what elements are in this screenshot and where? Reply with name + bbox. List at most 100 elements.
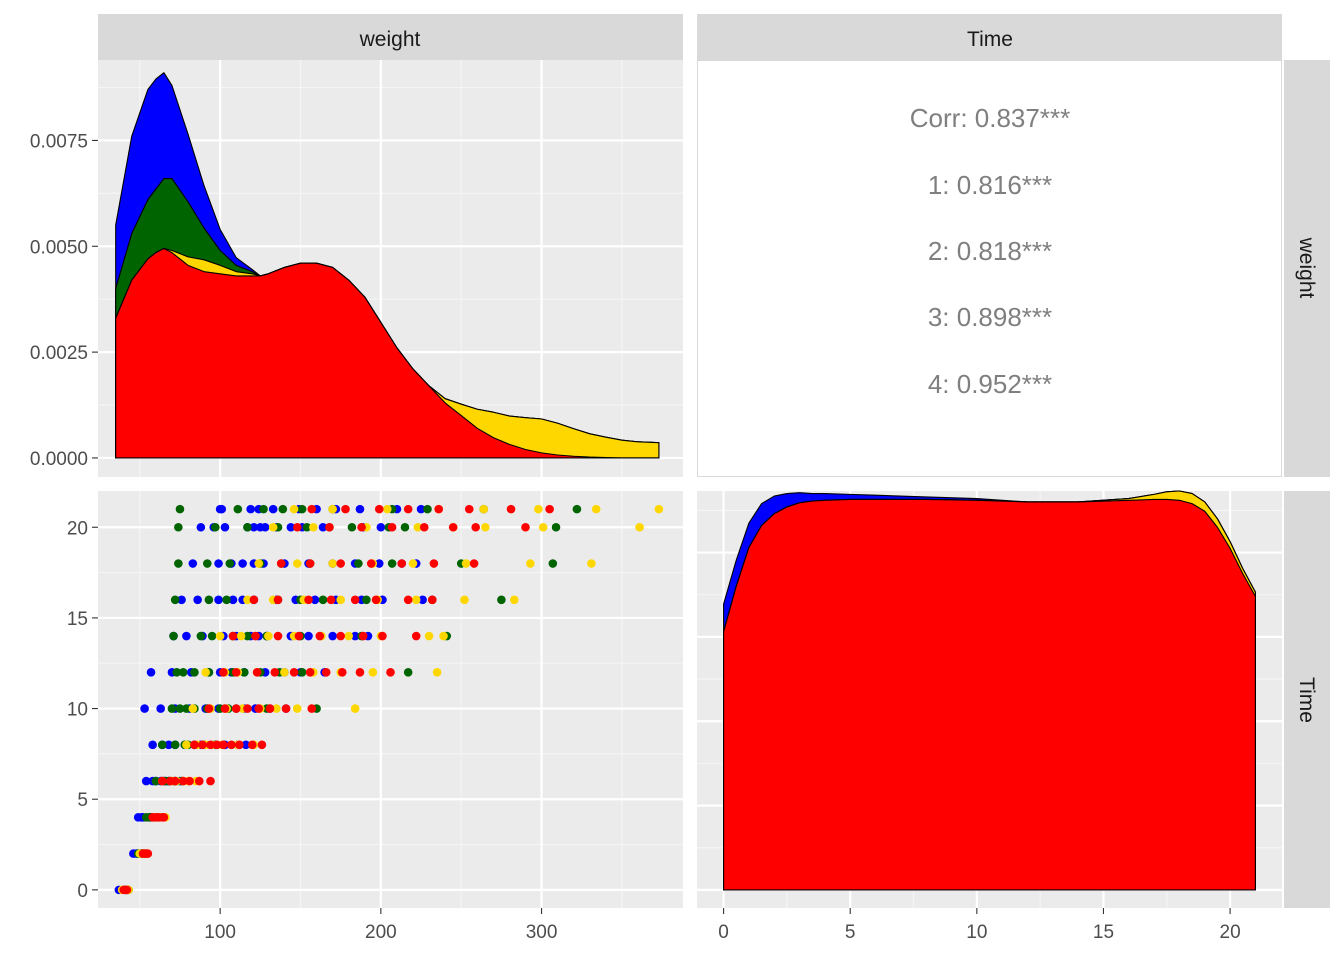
- scatter-point-group-4: [411, 631, 421, 641]
- scatter-point-group-4: [219, 668, 228, 677]
- scatter-point-group-4: [251, 631, 260, 641]
- scatter-point-group-4: [357, 522, 366, 532]
- scatter-point-group-4: [194, 776, 204, 786]
- strip-right-time: Time: [1284, 491, 1330, 908]
- scatter-point-group-4: [249, 595, 259, 605]
- scatter-point-group-2: [175, 504, 185, 514]
- scatter-point-group-3: [654, 504, 664, 514]
- weight-density-y-tick-label: 0.0050: [30, 237, 88, 258]
- scatter-point-group-1: [246, 504, 255, 514]
- scatter-point-group-4: [350, 595, 360, 605]
- scatter-point-group-3: [309, 522, 318, 532]
- scatter-point-group-1: [241, 740, 251, 750]
- scatter-point-group-2: [572, 504, 582, 514]
- strip-right-weight-label: weight: [1295, 237, 1318, 299]
- scatter-point-group-3: [382, 504, 392, 514]
- scatter-point-group-4: [387, 522, 397, 532]
- scatter-point-group-1: [193, 595, 202, 605]
- scatter-point-group-4: [270, 668, 280, 677]
- strip-top-weight: weight: [98, 14, 683, 60]
- scatter-point-group-1: [188, 559, 198, 568]
- scatter-y-tick-label: 0: [77, 881, 88, 902]
- scatter-point-group-3: [182, 740, 191, 750]
- scatter-point-group-3: [292, 704, 302, 713]
- scatter-point-group-4: [204, 704, 214, 713]
- scatter-point-group-1: [260, 522, 270, 532]
- strip-top-time-label: Time: [967, 28, 1013, 51]
- scatter-point-group-3: [328, 504, 337, 514]
- scatter-point-group-3: [368, 668, 378, 677]
- scatter-point-group-1: [268, 504, 278, 514]
- correlation-group-2: 2: 0.818***: [928, 236, 1052, 266]
- scatter-point-group-2: [151, 776, 161, 786]
- scatter-point-group-3: [587, 559, 596, 568]
- scatter-point-group-4: [419, 522, 429, 532]
- scatter-point-group-1: [140, 704, 149, 713]
- scatter-point-group-3: [481, 522, 490, 532]
- time-density-x-tick-label: 5: [845, 922, 856, 943]
- scatter-point-group-4: [170, 776, 180, 786]
- scatter-point-group-1: [220, 522, 230, 532]
- weight-density-area-group-4: [115, 247, 660, 459]
- scatter-point-group-4: [427, 595, 437, 605]
- scatter-point-group-4: [403, 595, 413, 605]
- scatter-point-group-4: [243, 704, 252, 713]
- scatter-point-group-1: [376, 522, 386, 532]
- correlation-text: Corr: 0.837*** 1: 0.816*** 2: 0.818*** 3…: [910, 103, 1070, 399]
- strip-top-time: Time: [697, 14, 1282, 60]
- scatter-point-group-4: [506, 504, 516, 514]
- scatter-point-group-4: [403, 504, 413, 514]
- scatter-point-group-4: [212, 740, 222, 750]
- scatter-point-group-4: [378, 631, 387, 641]
- scatter-point-group-4: [341, 504, 350, 514]
- scatter-point-group-4: [355, 668, 365, 677]
- scatter-point-group-4: [434, 504, 444, 514]
- scatter-point-group-3: [336, 595, 345, 605]
- scatter-point-group-2: [167, 704, 177, 713]
- scatter-point-group-1: [164, 740, 174, 750]
- scatter-point-group-4: [281, 704, 291, 713]
- scatter-point-group-2: [362, 595, 371, 605]
- scatter-point-group-4: [231, 668, 241, 677]
- scatter-point-group-2: [243, 631, 252, 641]
- scatter-point-group-3: [591, 504, 601, 514]
- scatter-point-group-3: [350, 704, 360, 713]
- correlation-group-4: 4: 0.952***: [928, 369, 1052, 399]
- scatter-point-group-2: [318, 595, 328, 605]
- scatter-point-group-3: [201, 668, 210, 677]
- scatter-x-tick-label: 300: [526, 922, 558, 943]
- scatter-point-group-4: [304, 595, 313, 605]
- scatter-point-group-3: [280, 668, 289, 677]
- scatter-point-group-3: [272, 704, 281, 713]
- scatter-point-group-2: [190, 668, 199, 677]
- scatter-point-group-3: [292, 559, 302, 568]
- scatter-point-group-4: [252, 668, 262, 677]
- correlation-group-1: 1: 0.816***: [928, 170, 1052, 200]
- scatter-point-group-4: [448, 522, 458, 532]
- scatter-point-group-4: [307, 504, 317, 514]
- scatter-point-group-2: [548, 559, 558, 568]
- scatter-point-group-4: [358, 631, 368, 641]
- scatter-point-group-4: [227, 740, 236, 750]
- time-density-area-group-4: [723, 498, 1256, 891]
- scatter-point-group-3: [268, 522, 278, 532]
- scatter-point-group-1: [350, 631, 360, 641]
- scatter-point-group-4: [231, 704, 241, 713]
- scatter-point-group-3: [424, 631, 434, 641]
- scatter-point-group-1: [146, 668, 156, 677]
- scatter-point-group-4: [247, 740, 257, 750]
- scatter-point-group-3: [344, 631, 354, 641]
- scatter-point-group-2: [297, 668, 307, 677]
- scatter-y-tick-label: 5: [77, 790, 88, 811]
- time-density-x-tick-label: 10: [966, 922, 987, 943]
- scatter-point-group-1: [156, 704, 165, 713]
- scatter-point-group-1: [418, 595, 427, 605]
- scatter-point-group-3: [408, 559, 418, 568]
- scatter-point-group-4: [374, 504, 384, 514]
- scatter-point-group-4: [206, 776, 215, 786]
- scatter-point-group-1: [148, 740, 157, 750]
- scatter-point-group-4: [254, 704, 264, 713]
- scatter-point-group-4: [159, 813, 169, 822]
- strip-right-time-label: Time: [1295, 677, 1318, 723]
